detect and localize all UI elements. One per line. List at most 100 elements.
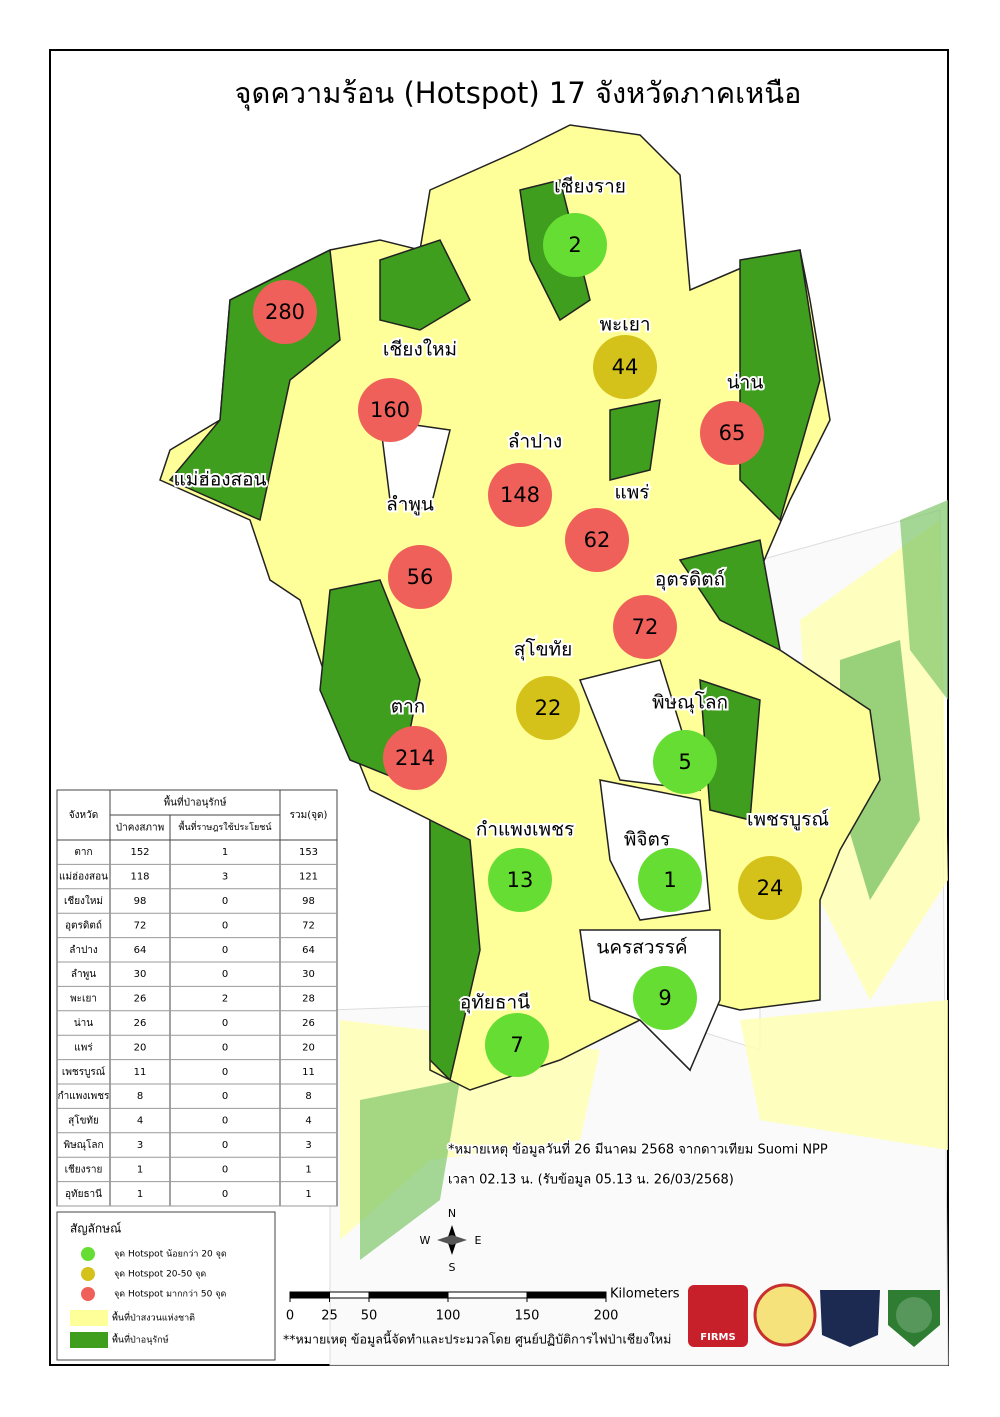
table-cell: ตาก [74, 847, 92, 858]
province-name: สุโขทัย [514, 638, 572, 662]
table-cell: 11 [134, 1067, 147, 1078]
compass-s: S [449, 1261, 456, 1274]
hotspot-circle [383, 726, 447, 790]
table-cell: 64 [302, 945, 315, 956]
hotspot-count: 65 [719, 421, 746, 445]
hotspot-circle [488, 848, 552, 912]
province-name: แพร่ [615, 482, 650, 504]
notes: *หมายเหตุ ข้อมูลวันที่ 26 มีนาคม 2568 จา… [283, 1139, 829, 1348]
hotspot-count: 72 [632, 615, 659, 639]
table-cell: 20 [302, 1042, 315, 1053]
legend-label: จุด Hotspot น้อยกว่า 20 จุด [114, 1249, 227, 1260]
province-name: เชียงราย [554, 176, 626, 198]
table-cell: 3 [305, 1140, 311, 1151]
table-cell: 2 [222, 994, 228, 1005]
table-cell: 11 [302, 1067, 315, 1078]
province-name: พะเยา [599, 314, 650, 336]
table-cell: 8 [137, 1091, 143, 1102]
table-cell: 4 [305, 1116, 311, 1127]
table-cell: เพชรบูรณ์ [62, 1066, 105, 1078]
table-cell: 0 [222, 1067, 228, 1078]
table-cell: 0 [222, 896, 228, 907]
province-name: ลำพูน [386, 494, 434, 516]
table-header: จังหวัด [69, 810, 98, 821]
province-name: น่าน [727, 372, 764, 394]
scale-label: 150 [515, 1309, 540, 1324]
scale-segment [527, 1292, 606, 1298]
hotspot-count: 5 [678, 750, 691, 774]
hotspot-circle [738, 856, 802, 920]
scale-label: 25 [321, 1309, 338, 1324]
hotspot-count: 148 [500, 483, 540, 507]
legend-swatch [81, 1287, 95, 1301]
table-cell: 26 [134, 994, 147, 1005]
logos: FIRMS [688, 1283, 940, 1347]
compass: N W E S [420, 1207, 482, 1274]
table-cell: 8 [305, 1091, 311, 1102]
table-cell: 3 [137, 1140, 143, 1151]
table-cell: 30 [134, 969, 147, 980]
legend-title: สัญลักษณ์ [70, 1222, 121, 1236]
hotspot-circle [593, 335, 657, 399]
hotspot-table: จังหวัด พื้นที่ป่าอนุรักษ์ป่าคงสภาพ พื้นที… [56, 789, 338, 1207]
hotspot-circle [633, 966, 697, 1030]
hotspot-circle [565, 508, 629, 572]
table-cell: 0 [222, 1018, 228, 1029]
hotspot-circle [253, 280, 317, 344]
table-header: พื้นที่ราษฎรใช้ประโยชน์ [179, 820, 272, 833]
table-header: ป่าคงสภาพ [116, 823, 164, 834]
table-bg [56, 789, 338, 1207]
scale-label: 100 [436, 1309, 461, 1324]
legend-label: จุด Hotspot มากกว่า 50 จุด [114, 1290, 227, 1300]
table-cell: 72 [134, 920, 147, 931]
table-cell: 1 [305, 1189, 311, 1200]
legend-swatch [81, 1247, 95, 1261]
hotspot-circle [388, 545, 452, 609]
table-cell: 1 [222, 847, 228, 858]
table-cell: เชียงใหม่ [64, 895, 103, 907]
table-cell: น่าน [74, 1018, 93, 1029]
hotspot-count: 2 [568, 233, 581, 257]
scale-segment [290, 1292, 330, 1298]
table-cell: อุตรดิตถ์ [65, 919, 102, 931]
table-cell: 0 [222, 920, 228, 931]
hotspots: เชียงราย2แม่ฮ่องสอน280เชียงใหม่160ลำปาง1… [171, 174, 831, 1077]
province-name: เพชรบูรณ์ [747, 809, 829, 831]
hotspot-count: 44 [612, 355, 639, 379]
hotspot-count: 13 [507, 868, 534, 892]
table-cell: 1 [137, 1189, 143, 1200]
table-cell: พิษณุโลก [63, 1138, 103, 1151]
hotspot-count: 1 [663, 868, 676, 892]
table-cell: 26 [134, 1018, 147, 1029]
table-cell: 0 [222, 1189, 228, 1200]
table-cell: 0 [222, 1164, 228, 1175]
hotspot-circle [516, 676, 580, 740]
table-cell: 1 [137, 1164, 143, 1175]
hotspot-count: 24 [757, 876, 784, 900]
table-cell: 0 [222, 1116, 228, 1127]
province-name: แม่ฮ่องสอน [173, 469, 266, 491]
hotspot-circle [358, 378, 422, 442]
table-cell: 26 [302, 1018, 315, 1029]
compass-w: W [420, 1234, 431, 1247]
legend-label: จุด Hotspot 20-50 จุด [114, 1270, 206, 1280]
note: *หมายเหตุ ข้อมูลวันที่ 26 มีนาคม 2568 จา… [448, 1141, 828, 1158]
table-cell: ลำปาง [69, 945, 98, 956]
compass-e: E [475, 1234, 482, 1247]
province-name: ลำปาง [508, 431, 562, 453]
province-name: กำแพงเพชร [476, 819, 574, 841]
province-name: อุทัยธานี [460, 992, 530, 1015]
table-cell: 152 [130, 847, 149, 858]
table-cell: 0 [222, 969, 228, 980]
hotspot-count: 62 [584, 528, 611, 552]
title: จุดความร้อน (Hotspot) 17 จังหวัดภาคเหนือ [235, 76, 802, 111]
legend-label: พื้นที่ป่าสงวนแห่งชาติ [112, 1311, 195, 1324]
table-header: พื้นที่ป่าอนุรักษ์ [164, 795, 227, 809]
table-cell: 98 [302, 896, 315, 907]
legend-label: พื้นที่ป่าอนุรักษ์ [112, 1333, 169, 1346]
table-cell: 30 [302, 969, 315, 980]
table-cell: 0 [222, 1042, 228, 1053]
hotspot-count: 160 [370, 398, 410, 422]
hotspot-circle [543, 213, 607, 277]
hotspot-circle [700, 401, 764, 465]
